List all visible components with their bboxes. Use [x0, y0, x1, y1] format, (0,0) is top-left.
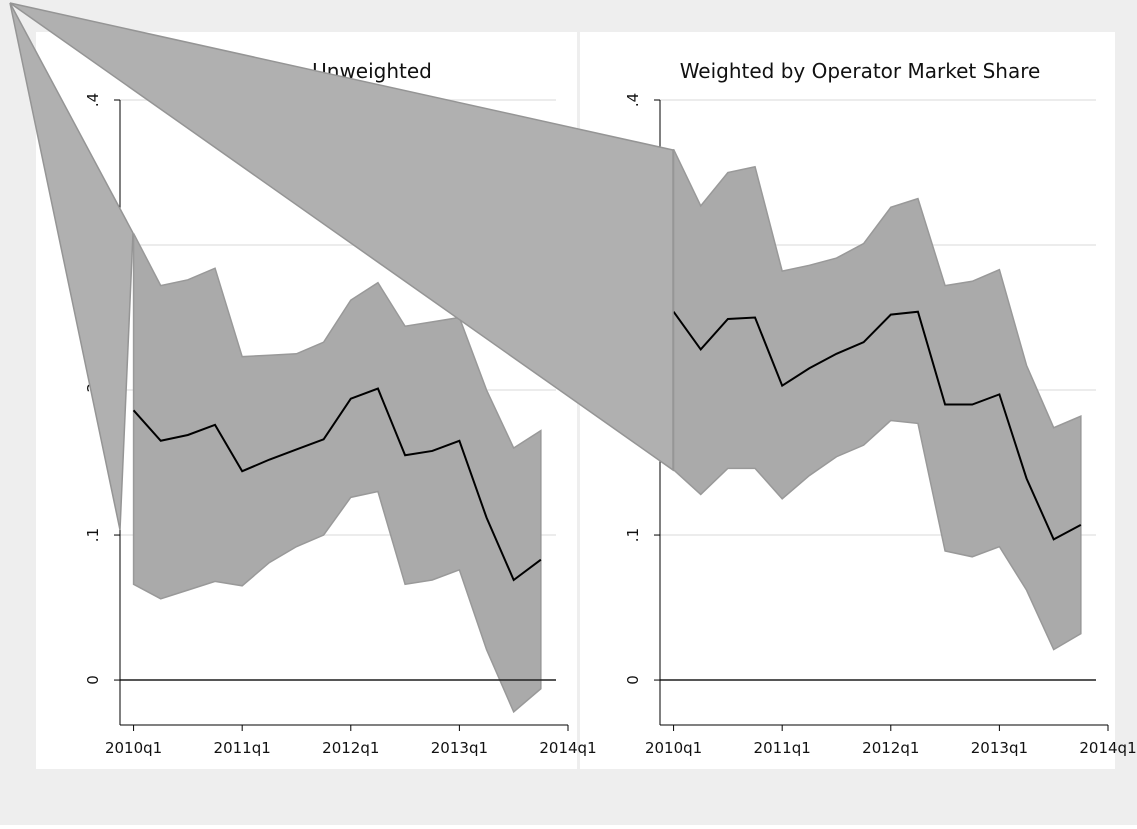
plots: Unweighted0.1.2.3.42010q12011q12012q1201… — [84, 59, 1137, 757]
series-line — [672, 310, 1082, 541]
x-tick-label: 2010q1 — [645, 739, 702, 757]
x-tick-label: 2012q1 — [322, 739, 379, 757]
y-tick-label: .4 — [624, 93, 642, 107]
x-tick-label: 2011q1 — [754, 739, 811, 757]
x-tick-label: 2013q1 — [971, 739, 1028, 757]
x-tick-label: 2013q1 — [431, 739, 488, 757]
y-tick-label: 0 — [624, 675, 642, 685]
confidence-band — [672, 148, 1082, 651]
confidence-band — [132, 233, 542, 714]
x-tick-label: 2012q1 — [862, 739, 919, 757]
chart-title: Weighted by Operator Market Share — [680, 59, 1041, 83]
y-tick-label: .1 — [84, 528, 102, 542]
y-tick-label: 0 — [84, 675, 102, 685]
x-tick-label: 2011q1 — [214, 739, 271, 757]
x-tick-label: 2014q1 — [539, 739, 596, 757]
x-tick-label: 2010q1 — [105, 739, 162, 757]
artifact-shape — [9, 2, 674, 472]
y-tick-label: .1 — [624, 528, 642, 542]
artifact-shape — [9, 2, 134, 531]
series-line — [132, 387, 542, 582]
render-artifact — [9, 2, 674, 531]
y-tick-label: .4 — [84, 93, 102, 107]
x-tick-label: 2014q1 — [1079, 739, 1136, 757]
